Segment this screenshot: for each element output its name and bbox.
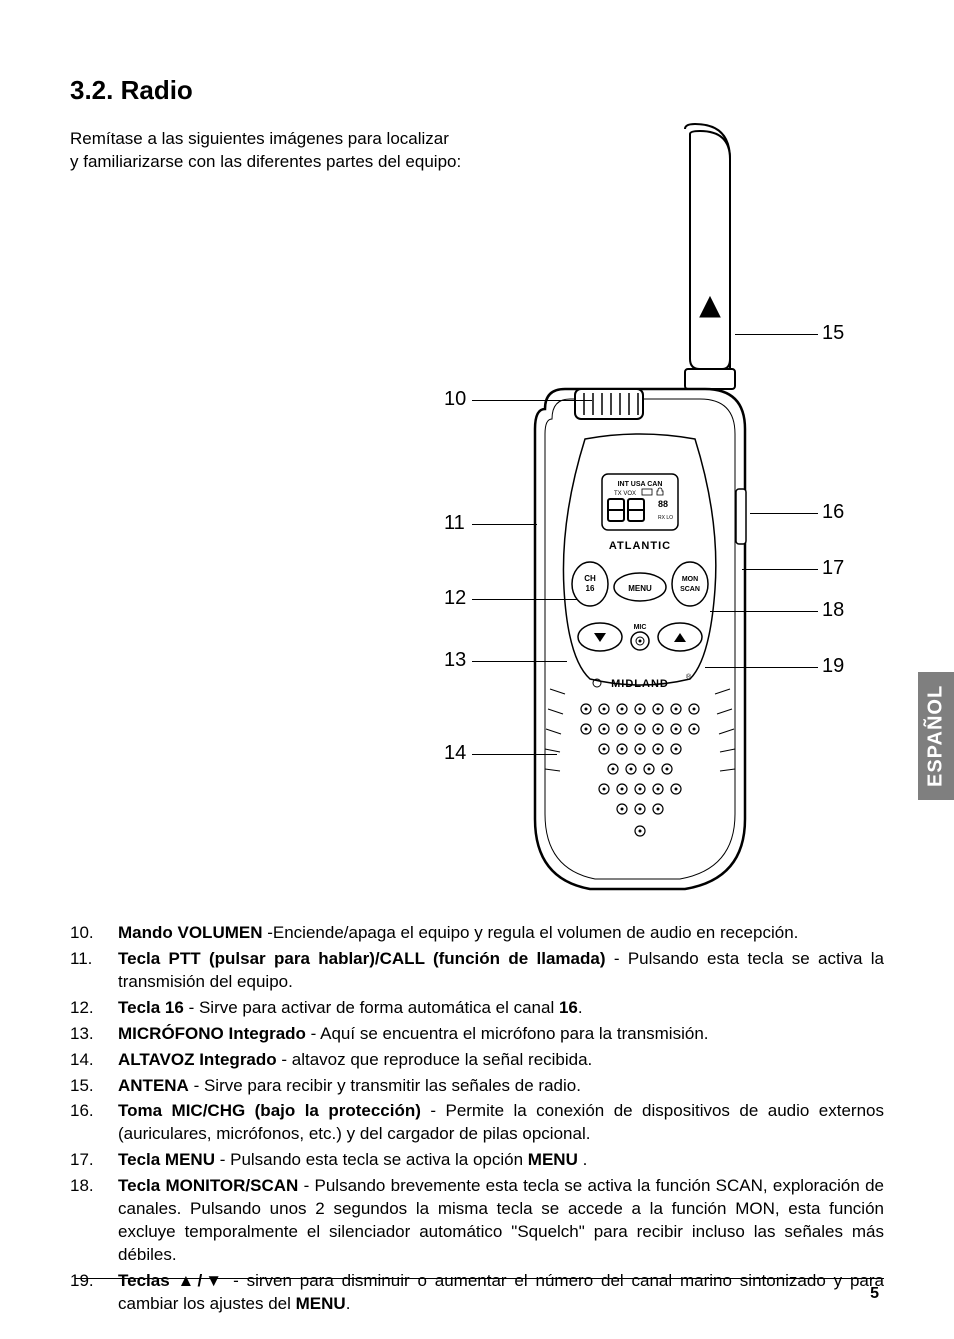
svg-text:16: 16 xyxy=(586,584,595,593)
callout-15: 15 xyxy=(822,322,844,345)
lcd-txvox: TX VOX xyxy=(614,491,636,497)
svg-text:SCAN: SCAN xyxy=(680,586,700,593)
definitions-list: 10.Mando VOLUMEN -Enciende/apaga el equi… xyxy=(70,922,884,1316)
callout-line xyxy=(472,599,577,600)
callout-line xyxy=(735,334,818,335)
def-row: 14.ALTAVOZ Integrado - altavoz que repro… xyxy=(70,1049,884,1072)
page-number: 5 xyxy=(870,1285,879,1303)
def-row: 17.Tecla MENU - Pulsando esta tecla se a… xyxy=(70,1149,884,1172)
svg-text:MIC: MIC xyxy=(634,624,647,631)
svg-text:®: ® xyxy=(686,673,692,681)
callout-line xyxy=(472,661,567,662)
callout-line xyxy=(750,513,818,514)
svg-text:MENU: MENU xyxy=(628,584,652,593)
section-heading: 3.2. Radio xyxy=(70,75,884,106)
radio-svg: INT USA CAN TX VOX 88 RX LO ATLANTIC CH … xyxy=(490,119,780,899)
callout-12: 12 xyxy=(444,587,466,610)
callout-18: 18 xyxy=(822,599,844,622)
callout-line xyxy=(472,400,592,401)
callout-17: 17 xyxy=(822,557,844,580)
def-row: 18.Tecla MONITOR/SCAN - Pulsando breveme… xyxy=(70,1175,884,1267)
callout-line xyxy=(472,524,537,525)
svg-text:CH: CH xyxy=(584,574,596,583)
lcd-top-text: INT USA CAN xyxy=(618,481,663,488)
def-row: 19.Teclas ▲/▼ - sirven para disminuir o … xyxy=(70,1270,884,1316)
def-row: 11.Tecla PTT (pulsar para hablar)/CALL (… xyxy=(70,948,884,994)
model-label: ATLANTIC xyxy=(609,540,671,552)
svg-text:88: 88 xyxy=(658,499,668,509)
callout-13: 13 xyxy=(444,649,466,672)
def-row: 15.ANTENA - Sirve para recibir y transmi… xyxy=(70,1075,884,1098)
callout-line xyxy=(742,569,818,570)
svg-text:RX LO: RX LO xyxy=(658,515,673,521)
callout-10: 10 xyxy=(444,388,466,411)
svg-text:MON: MON xyxy=(682,576,698,583)
radio-diagram: INT USA CAN TX VOX 88 RX LO ATLANTIC CH … xyxy=(70,144,890,914)
def-row: 10.Mando VOLUMEN -Enciende/apaga el equi… xyxy=(70,922,884,945)
callout-16: 16 xyxy=(822,501,844,524)
def-row: 13.MICRÓFONO Integrado - Aquí se encuent… xyxy=(70,1023,884,1046)
language-tab: ESPAÑOL xyxy=(918,672,954,800)
callout-line xyxy=(710,611,818,612)
def-row: 12.Tecla 16 - Sirve para activar de form… xyxy=(70,997,884,1020)
callout-line xyxy=(472,754,557,755)
callout-14: 14 xyxy=(444,742,466,765)
footer-rule xyxy=(75,1278,884,1279)
callout-19: 19 xyxy=(822,655,844,678)
callout-line xyxy=(705,667,818,668)
svg-text:MIDLAND: MIDLAND xyxy=(611,678,669,690)
callout-11: 11 xyxy=(444,512,465,535)
def-row: 16.Toma MIC/CHG (bajo la protección) - P… xyxy=(70,1100,884,1146)
